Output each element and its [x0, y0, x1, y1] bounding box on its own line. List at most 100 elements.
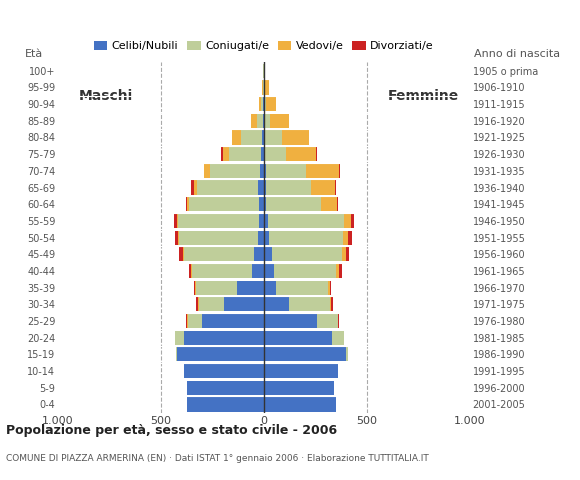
Bar — [338, 314, 339, 328]
Bar — [265, 114, 270, 128]
Bar — [264, 80, 269, 95]
Bar — [264, 97, 266, 111]
Text: COMUNE DI PIAZZA ARMERINA (EN) · Dati ISTAT 1° gennaio 2006 · Elaborazione TUTTI: COMUNE DI PIAZZA ARMERINA (EN) · Dati IS… — [6, 454, 429, 463]
Bar — [270, 114, 289, 128]
Bar — [232, 131, 241, 144]
Bar — [285, 147, 317, 161]
Bar — [188, 264, 191, 278]
Bar — [339, 264, 342, 278]
Bar — [196, 297, 198, 312]
Bar — [263, 114, 264, 128]
Bar — [321, 197, 337, 211]
Bar — [264, 281, 276, 295]
Bar — [264, 164, 266, 178]
Bar — [202, 314, 264, 328]
Bar — [332, 331, 344, 345]
Text: Popolazione per età, sesso e stato civile - 2006: Popolazione per età, sesso e stato civil… — [6, 424, 337, 437]
Bar — [194, 281, 195, 295]
Bar — [187, 381, 264, 395]
Bar — [186, 314, 187, 328]
Bar — [264, 297, 289, 312]
Bar — [259, 197, 264, 211]
Bar — [237, 281, 264, 295]
Bar — [177, 348, 264, 361]
Bar — [266, 164, 306, 178]
Bar — [264, 264, 274, 278]
Bar — [264, 197, 266, 211]
Bar — [272, 247, 342, 262]
Bar — [179, 214, 259, 228]
Bar — [337, 197, 338, 211]
Bar — [224, 297, 264, 312]
Bar — [221, 147, 223, 161]
Bar — [264, 348, 346, 361]
Bar — [265, 131, 282, 144]
Bar — [276, 281, 328, 295]
Bar — [179, 230, 258, 245]
Bar — [268, 214, 344, 228]
Bar — [188, 197, 259, 211]
Bar — [188, 314, 202, 328]
Bar — [187, 197, 188, 211]
Bar — [274, 264, 336, 278]
Bar — [187, 397, 264, 411]
Bar — [328, 281, 330, 295]
Bar — [194, 180, 197, 194]
Legend: Celibi/Nubili, Coniugati/e, Vedovi/e, Divorziati/e: Celibi/Nubili, Coniugati/e, Vedovi/e, Di… — [89, 36, 438, 56]
Bar — [346, 247, 349, 262]
Bar — [261, 147, 264, 161]
Bar — [264, 131, 265, 144]
Bar — [223, 147, 229, 161]
Bar — [260, 164, 264, 178]
Bar — [264, 64, 265, 78]
Bar — [343, 230, 349, 245]
Bar — [262, 80, 263, 95]
Bar — [177, 214, 179, 228]
Bar — [191, 180, 194, 194]
Bar — [336, 264, 339, 278]
Bar — [258, 230, 264, 245]
Bar — [183, 247, 184, 262]
Bar — [184, 331, 264, 345]
Bar — [264, 214, 268, 228]
Bar — [187, 314, 188, 328]
Bar — [266, 180, 311, 194]
Bar — [175, 214, 177, 228]
Bar — [186, 197, 187, 211]
Bar — [252, 264, 264, 278]
Bar — [175, 230, 179, 245]
Bar — [331, 297, 333, 312]
Bar — [311, 180, 335, 194]
Bar — [259, 97, 262, 111]
Bar — [269, 230, 343, 245]
Bar — [263, 80, 264, 95]
Bar — [179, 247, 183, 262]
Bar — [184, 364, 264, 378]
Bar — [241, 131, 262, 144]
Bar — [253, 247, 264, 262]
Bar — [265, 147, 285, 161]
Bar — [176, 348, 177, 361]
Bar — [266, 97, 276, 111]
Bar — [330, 297, 331, 312]
Bar — [351, 214, 354, 228]
Bar — [344, 214, 351, 228]
Bar — [198, 297, 199, 312]
Bar — [264, 180, 266, 194]
Bar — [342, 247, 346, 262]
Bar — [204, 164, 211, 178]
Bar — [229, 147, 261, 161]
Bar — [264, 147, 265, 161]
Bar — [264, 230, 269, 245]
Bar — [264, 381, 334, 395]
Bar — [282, 131, 309, 144]
Text: Femmine: Femmine — [387, 89, 459, 103]
Bar — [262, 97, 263, 111]
Bar — [259, 214, 264, 228]
Bar — [335, 180, 336, 194]
Bar — [264, 114, 265, 128]
Bar — [251, 114, 257, 128]
Bar — [262, 131, 264, 144]
Bar — [346, 348, 349, 361]
Text: Maschi: Maschi — [78, 89, 133, 103]
